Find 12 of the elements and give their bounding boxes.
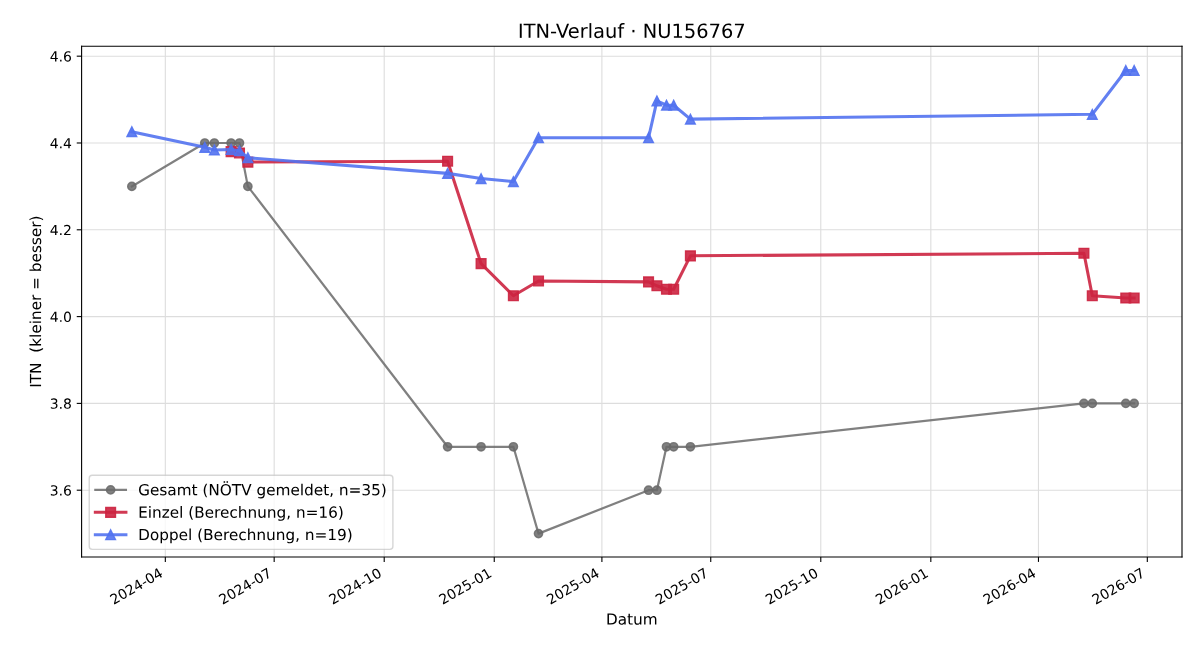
y-tick-label: 4.0 (50, 311, 71, 323)
x-axis-title: Datum (607, 613, 657, 625)
legend-label: Doppel (Berechnung, n=19) (139, 528, 352, 544)
y-tick-label: 3.8 (50, 398, 71, 409)
y-tick-label: 4.6 (50, 51, 71, 62)
chart-title: ITN-Verlauf · NU156767 (519, 23, 745, 39)
legend-label: Einzel (Berechnung, n=16) (139, 506, 343, 521)
legend-label: Gesamt (NÖTV gemeldet, n=35) (138, 481, 386, 499)
y-tick-label: 4.2 (50, 224, 71, 236)
y-tick-label: 4.4 (50, 138, 72, 149)
y-axis-title: ITN (kleiner = besser) (29, 216, 44, 387)
y-tick-label: 3.6 (50, 485, 71, 496)
